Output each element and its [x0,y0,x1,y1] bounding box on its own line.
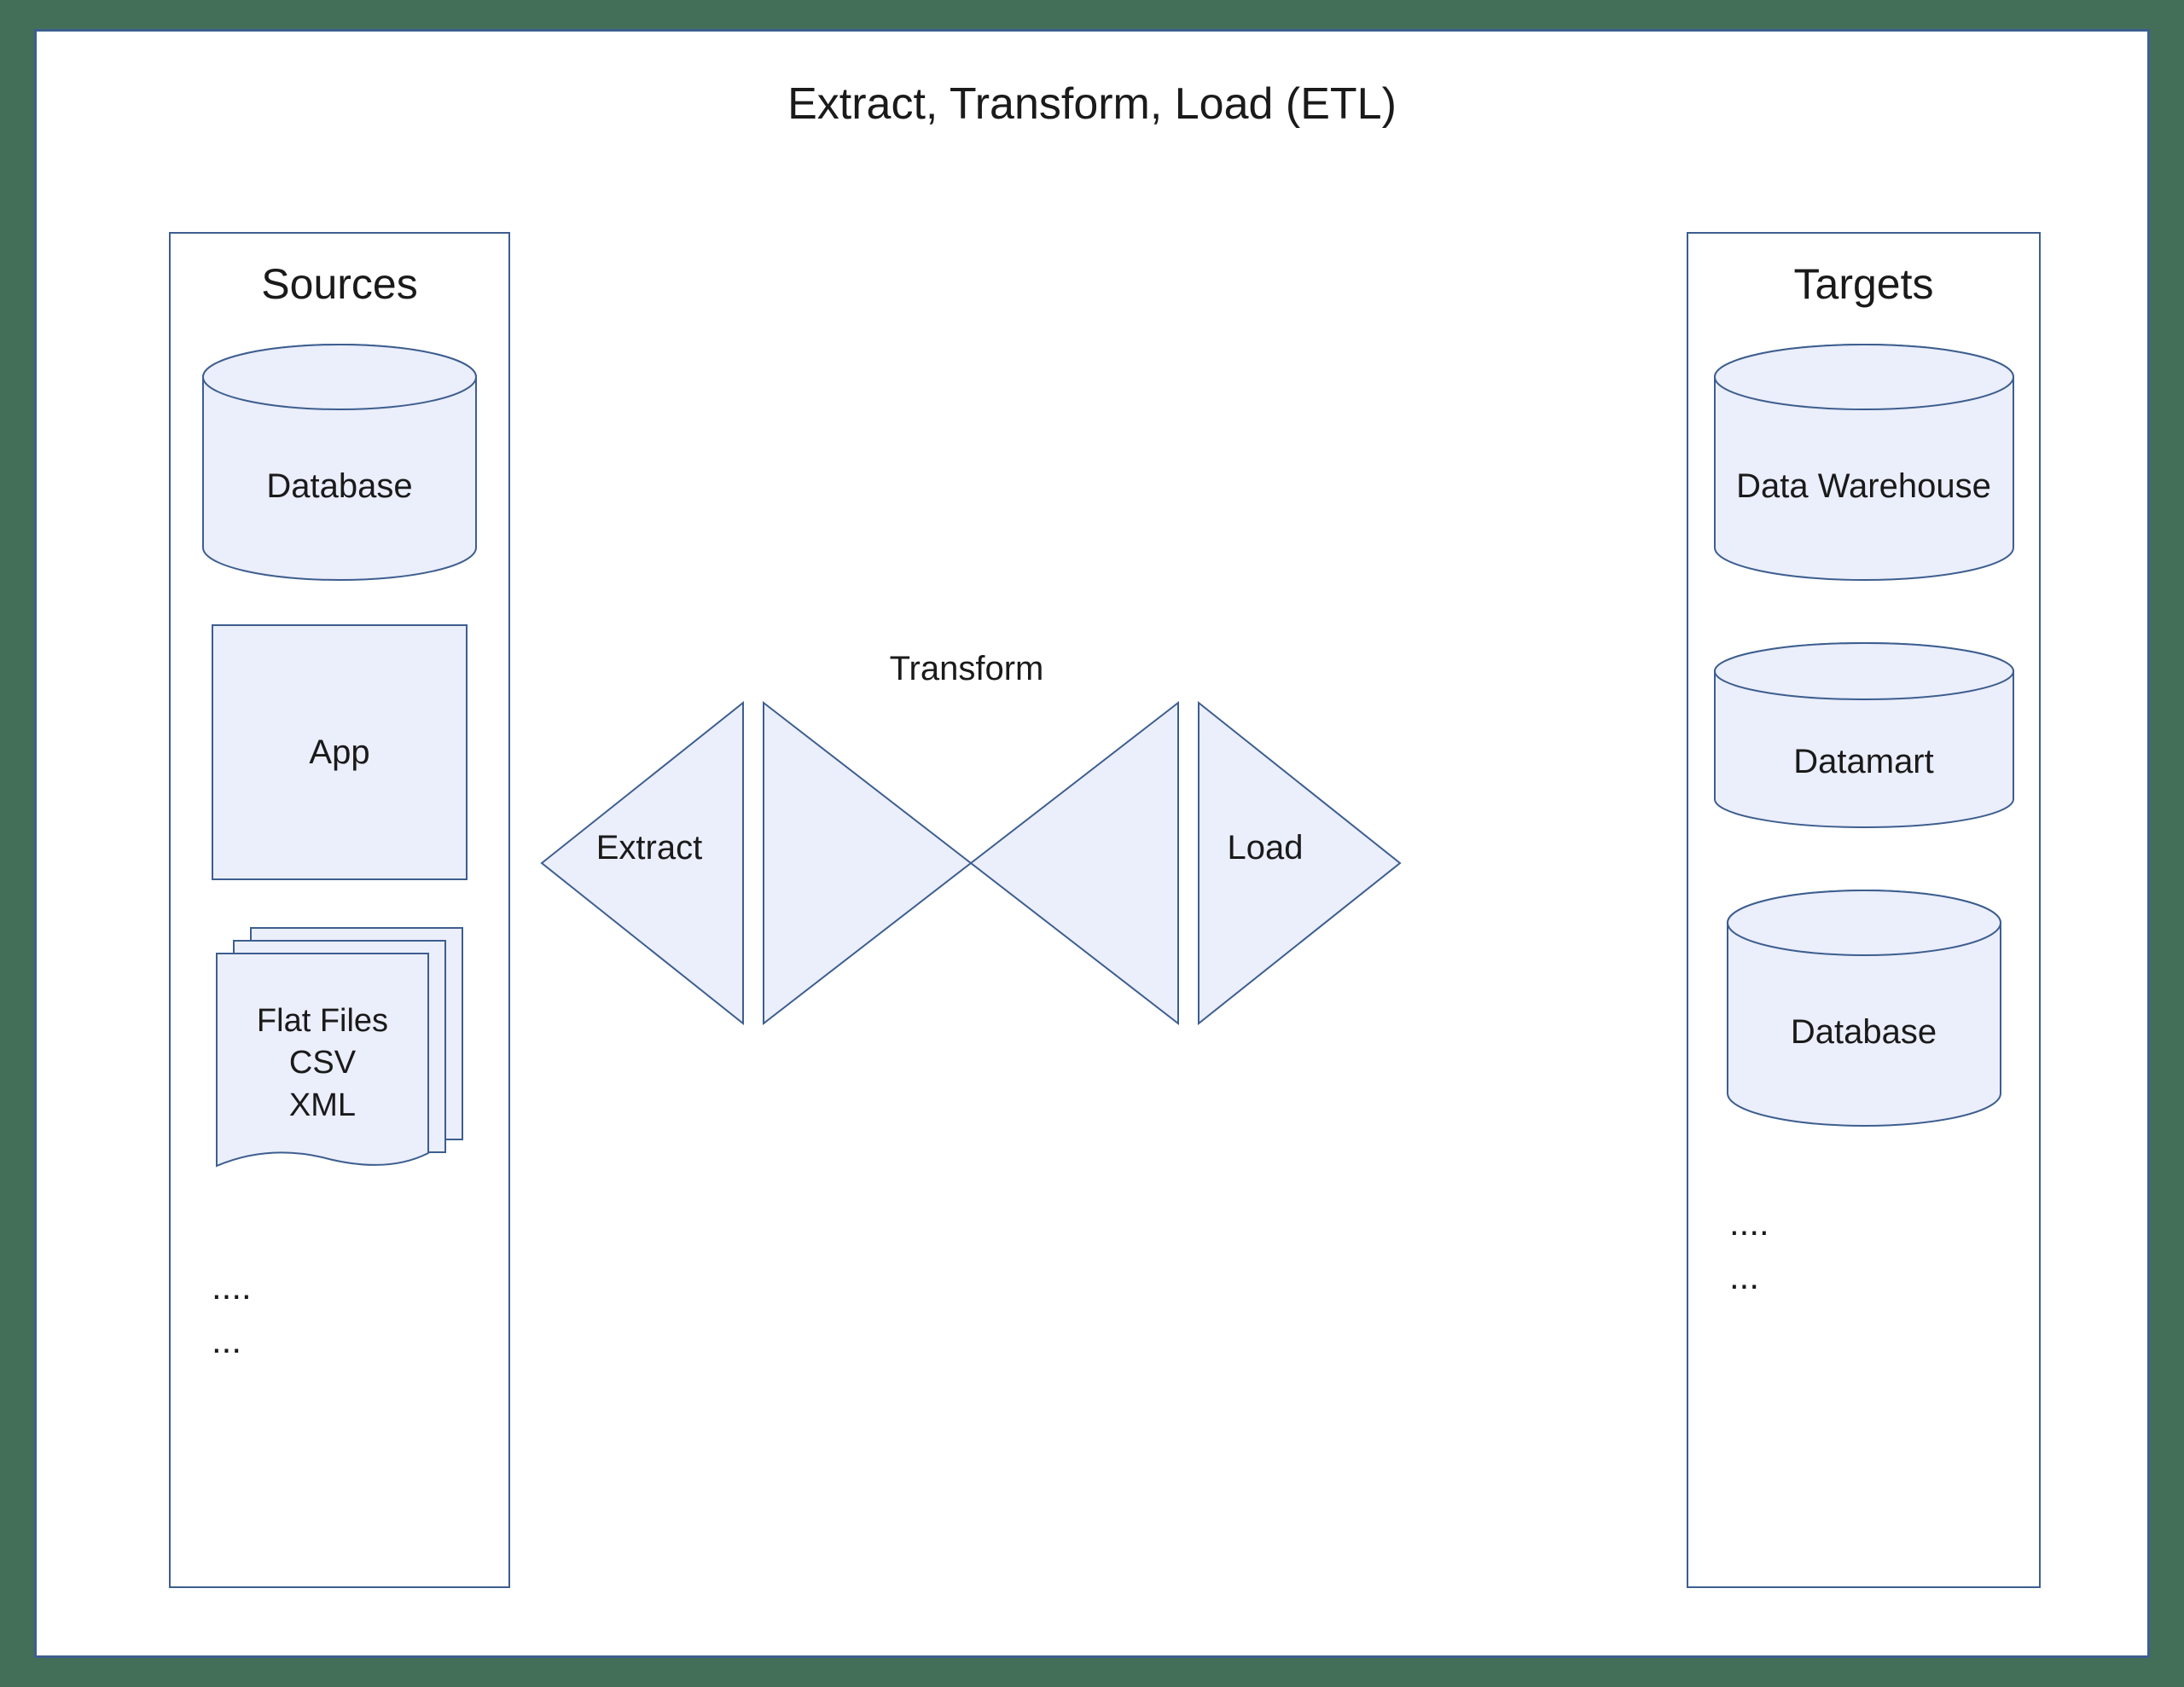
extract-label: Extract [581,829,717,867]
source-database-label: Database [199,467,480,506]
document-page-front: Flat Files CSV XML [216,953,429,1174]
source-app-label: App [309,733,369,772]
targets-column: Targets Data Warehouse Datamart [1687,232,2041,1588]
flatfiles-line-3: XML [257,1085,388,1127]
target-database-cylinder: Database [1723,889,2005,1128]
transform-label: Transform [873,650,1060,688]
source-database-cylinder: Database [199,343,480,582]
source-flatfiles-stack: Flat Files CSV XML [216,927,463,1166]
target-datamart-cylinder: Datamart [1711,641,2018,829]
load-label: Load [1214,829,1316,867]
source-app-box: App [212,624,468,880]
target-datawarehouse-cylinder: Data Warehouse [1711,343,2018,582]
flatfiles-line-1: Flat Files [257,1000,388,1042]
target-datawarehouse-label: Data Warehouse [1711,467,2018,506]
sources-ellipsis-2: ... [212,1313,508,1367]
target-datamart-label: Datamart [1711,743,2018,781]
diagram-title: Extract, Transform, Load (ETL) [37,78,2147,130]
sources-title: Sources [171,259,508,309]
targets-ellipsis-1: .... [1729,1196,2039,1249]
target-database-label: Database [1723,1013,2005,1052]
flatfiles-line-2: CSV [257,1042,388,1084]
targets-ellipsis: .... ... [1729,1196,2039,1303]
targets-title: Targets [1688,259,2039,309]
targets-ellipsis-2: ... [1729,1249,2039,1303]
sources-column: Sources Database App Flat Files CSV [169,232,510,1588]
etl-diagram-frame: Extract, Transform, Load (ETL) Sources D… [34,29,2150,1658]
process-shapes: Extract Transform Load [540,680,1658,1038]
transform-bowtie [762,701,1180,1029]
sources-ellipsis-1: .... [212,1260,508,1313]
sources-ellipsis: .... ... [212,1260,508,1367]
